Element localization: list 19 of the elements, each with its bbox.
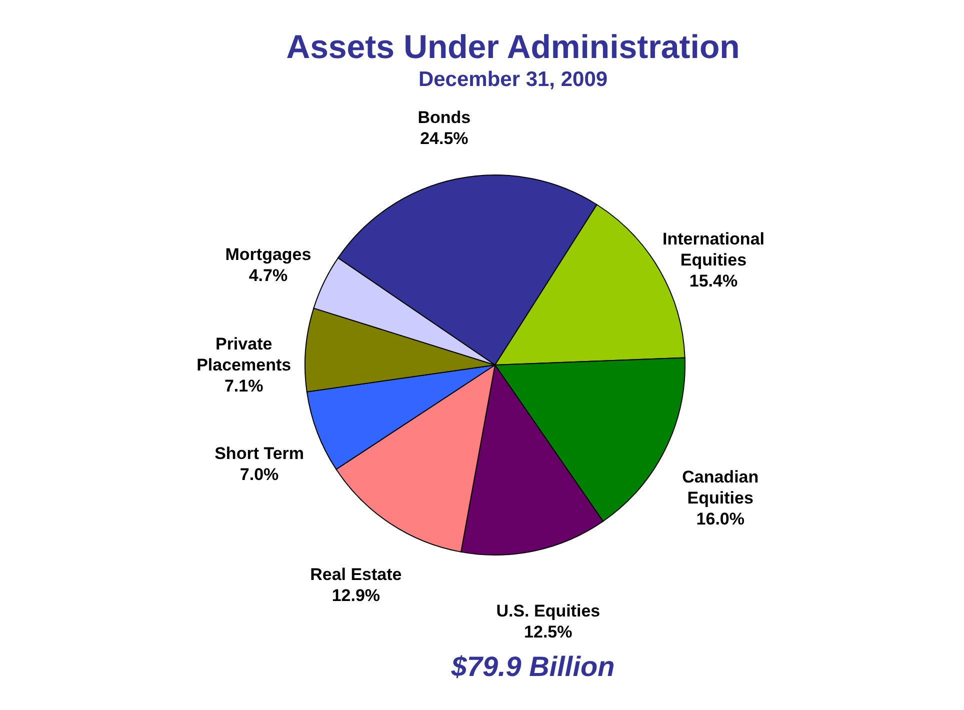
slice-label: Mortgages <box>225 245 312 264</box>
slice-label: U.S. Equities <box>496 601 600 620</box>
data-label: 7.1% <box>224 376 264 396</box>
chart-subtitle: December 31, 2009 <box>418 68 608 91</box>
data-label: 24.5% <box>420 129 468 148</box>
slice-label: Private Placements <box>196 334 292 375</box>
data-label: 16.0% <box>696 510 744 529</box>
data-label: 7.0% <box>240 465 279 484</box>
data-label: 15.4% <box>689 271 738 290</box>
data-label: 4.7% <box>248 266 288 286</box>
slice-label: Canadian Equities <box>682 468 759 508</box>
slice-label: Real Estate <box>310 565 402 584</box>
slice-label: Bonds <box>418 108 471 128</box>
chart-title: Assets Under Administration <box>286 28 740 65</box>
data-label: 12.5% <box>524 622 572 642</box>
slice-label: International Equities <box>662 229 764 270</box>
data-label: 12.9% <box>332 586 380 606</box>
slice-label: Short Term <box>214 444 304 464</box>
text: $79.9 Billion <box>450 651 615 682</box>
